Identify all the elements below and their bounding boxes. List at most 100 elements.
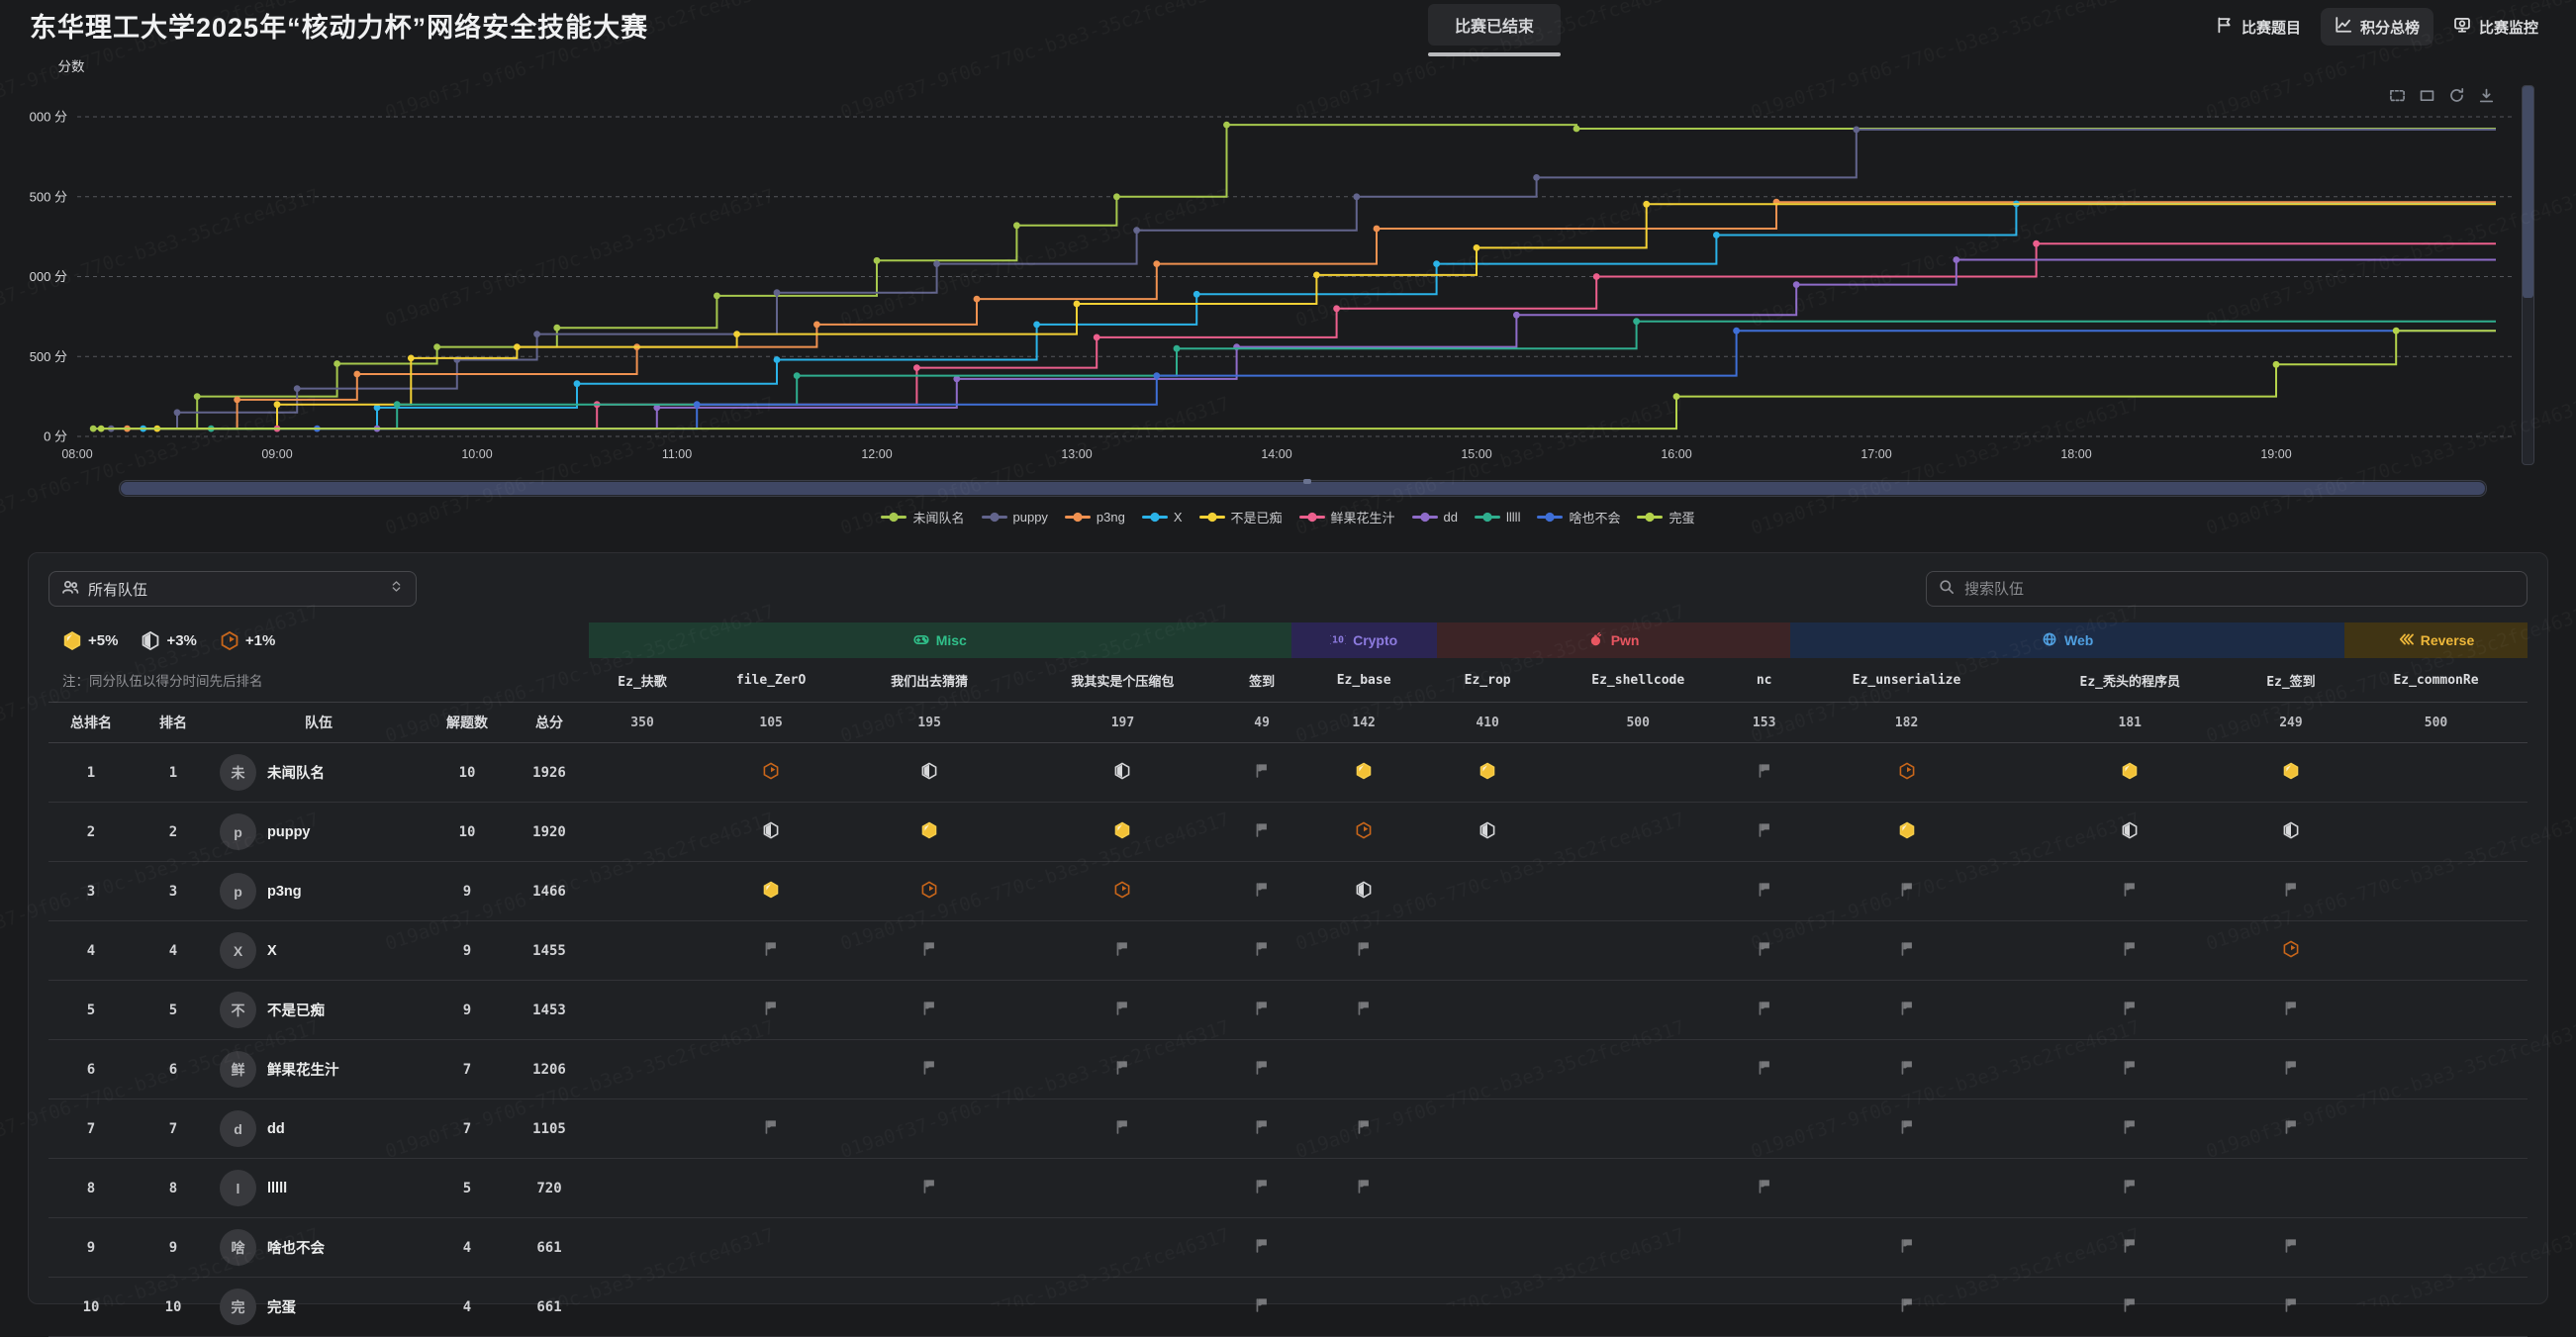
solve-cell[interactable] <box>1232 1277 1291 1337</box>
solve-cell[interactable] <box>1012 920 1233 981</box>
solve-cell[interactable] <box>2237 861 2344 921</box>
challenge-header[interactable]: Ez_commonRe <box>2343 658 2528 703</box>
challenge-header[interactable]: Ez_shellcode <box>1538 658 1738 703</box>
legend-item-p3ng[interactable]: p3ng <box>1064 510 1125 525</box>
solve-cell[interactable] <box>2022 1039 2238 1099</box>
team-row[interactable]: 9 9 啥 啥也不会 4 661 <box>48 1217 2528 1278</box>
legend-item-啥也不会[interactable]: 啥也不会 <box>1537 508 1620 526</box>
challenge-header[interactable]: file_ZerO <box>696 658 847 703</box>
team-row[interactable]: 5 5 不 不是已痴 9 1453 <box>48 980 2528 1040</box>
solve-cell[interactable] <box>846 861 1013 921</box>
solve-cell[interactable] <box>846 1039 1013 1099</box>
solve-cell[interactable] <box>2022 1158 2238 1218</box>
solve-cell[interactable] <box>2022 920 2238 981</box>
legend-item-puppy[interactable]: puppy <box>981 510 1048 525</box>
solve-cell[interactable] <box>2237 1217 2344 1278</box>
solve-cell[interactable] <box>1012 980 1233 1040</box>
nav-line-chart-button[interactable]: 积分总榜 <box>2320 8 2433 46</box>
legend-item-不是已痴[interactable]: 不是已痴 <box>1198 508 1283 526</box>
challenge-header[interactable]: Ez_签到 <box>2237 658 2344 703</box>
legend-item-完蛋[interactable]: 完蛋 <box>1637 508 1695 526</box>
solve-cell[interactable] <box>1232 980 1291 1040</box>
solve-cell[interactable] <box>1290 861 1437 921</box>
legend-item-lllll[interactable]: lllll <box>1475 510 1520 525</box>
solve-cell[interactable] <box>1012 1098 1233 1159</box>
solve-cell[interactable] <box>1012 861 1233 921</box>
nav-monitor-button[interactable]: 比赛监控 <box>2439 8 2552 46</box>
challenge-header[interactable]: 我其实是个压缩包 <box>1012 658 1233 703</box>
solve-cell[interactable] <box>2022 742 2238 803</box>
solve-cell[interactable] <box>1290 920 1437 981</box>
solve-cell[interactable] <box>1737 1039 1791 1099</box>
solve-cell[interactable] <box>1790 742 2023 803</box>
challenge-header[interactable]: Ez_秃头的程序员 <box>2022 658 2238 703</box>
challenge-header[interactable]: nc <box>1737 658 1791 703</box>
solve-cell[interactable] <box>2022 1098 2238 1159</box>
legend-item-鲜果花生汁[interactable]: 鲜果花生汁 <box>1298 508 1395 526</box>
legend-item-dd[interactable]: dd <box>1411 510 1458 525</box>
solve-cell[interactable] <box>1290 1098 1437 1159</box>
solve-cell[interactable] <box>2022 802 2238 862</box>
solve-cell[interactable] <box>1790 1277 2023 1337</box>
solve-cell[interactable] <box>2022 1217 2238 1278</box>
chart-plot[interactable]: 分数 0 分 500 分 1,000 分 1,500 分 2,000 分 08:00 09:0… <box>19 55 2546 469</box>
solve-cell[interactable] <box>846 1158 1013 1218</box>
solve-cell[interactable] <box>1232 802 1291 862</box>
solve-cell[interactable] <box>1232 861 1291 921</box>
solve-cell[interactable] <box>2237 1098 2344 1159</box>
solve-cell[interactable] <box>1790 920 2023 981</box>
chart-vertical-zoom-slider[interactable] <box>2522 85 2534 465</box>
solve-cell[interactable] <box>1790 980 2023 1040</box>
solve-cell[interactable] <box>1737 802 1791 862</box>
solve-cell[interactable] <box>846 742 1013 803</box>
solve-cell[interactable] <box>1290 1158 1437 1218</box>
solve-cell[interactable] <box>1012 802 1233 862</box>
team-filter-select[interactable]: 所有队伍 <box>48 571 417 607</box>
chart-datazoom-handle[interactable] <box>1302 479 1311 484</box>
chart-datazoom-slider[interactable] <box>119 479 2487 497</box>
solve-cell[interactable] <box>1436 802 1539 862</box>
solve-cell[interactable] <box>696 802 847 862</box>
solve-cell[interactable] <box>696 861 847 921</box>
team-row[interactable]: 3 3 p p3ng 9 1466 <box>48 861 2528 921</box>
solve-cell[interactable] <box>1790 1039 2023 1099</box>
solve-cell[interactable] <box>1436 742 1539 803</box>
team-search-input[interactable] <box>1962 579 2515 599</box>
solve-cell[interactable] <box>2237 980 2344 1040</box>
solve-cell[interactable] <box>1737 980 1791 1040</box>
nav-flag-button[interactable]: 比赛题目 <box>2202 8 2315 46</box>
solve-cell[interactable] <box>1012 742 1233 803</box>
team-row[interactable]: 6 6 鲜 鲜果花生汁 7 1206 <box>48 1039 2528 1099</box>
solve-cell[interactable] <box>1790 861 2023 921</box>
team-row[interactable]: 7 7 d dd 7 1105 <box>48 1098 2528 1159</box>
challenge-header[interactable]: Ez_扶歌 <box>589 658 697 703</box>
restore-icon[interactable] <box>2448 87 2465 104</box>
solve-cell[interactable] <box>1290 802 1437 862</box>
solve-cell[interactable] <box>1737 920 1791 981</box>
solve-cell[interactable] <box>2022 861 2238 921</box>
team-row[interactable]: 1 1 未 未闻队名 10 1926 <box>48 742 2528 803</box>
solve-cell[interactable] <box>1232 1217 1291 1278</box>
chart-vertical-zoom-fill[interactable] <box>2523 86 2533 298</box>
solve-cell[interactable] <box>846 980 1013 1040</box>
team-row[interactable]: 8 8 l lllll 5 720 <box>48 1158 2528 1218</box>
solve-cell[interactable] <box>846 920 1013 981</box>
solve-cell[interactable] <box>1232 920 1291 981</box>
solve-cell[interactable] <box>2237 742 2344 803</box>
download-icon[interactable] <box>2478 87 2495 104</box>
solve-cell[interactable] <box>2237 1039 2344 1099</box>
solve-cell[interactable] <box>2022 980 2238 1040</box>
solve-cell[interactable] <box>1232 1098 1291 1159</box>
solve-cell[interactable] <box>1232 1039 1291 1099</box>
solve-cell[interactable] <box>1790 1217 2023 1278</box>
solve-cell[interactable] <box>696 980 847 1040</box>
box-select-icon[interactable] <box>2389 87 2406 104</box>
solve-cell[interactable] <box>1012 1039 1233 1099</box>
team-row[interactable]: 4 4 X X 9 1455 <box>48 920 2528 981</box>
solve-cell[interactable] <box>1232 742 1291 803</box>
team-row[interactable]: 10 10 完 完蛋 4 661 <box>48 1277 2528 1337</box>
solve-cell[interactable] <box>1290 980 1437 1040</box>
legend-item-未闻队名[interactable]: 未闻队名 <box>881 508 965 526</box>
solve-cell[interactable] <box>696 920 847 981</box>
match-status-tab[interactable]: 比赛已结束 <box>1428 4 1562 56</box>
